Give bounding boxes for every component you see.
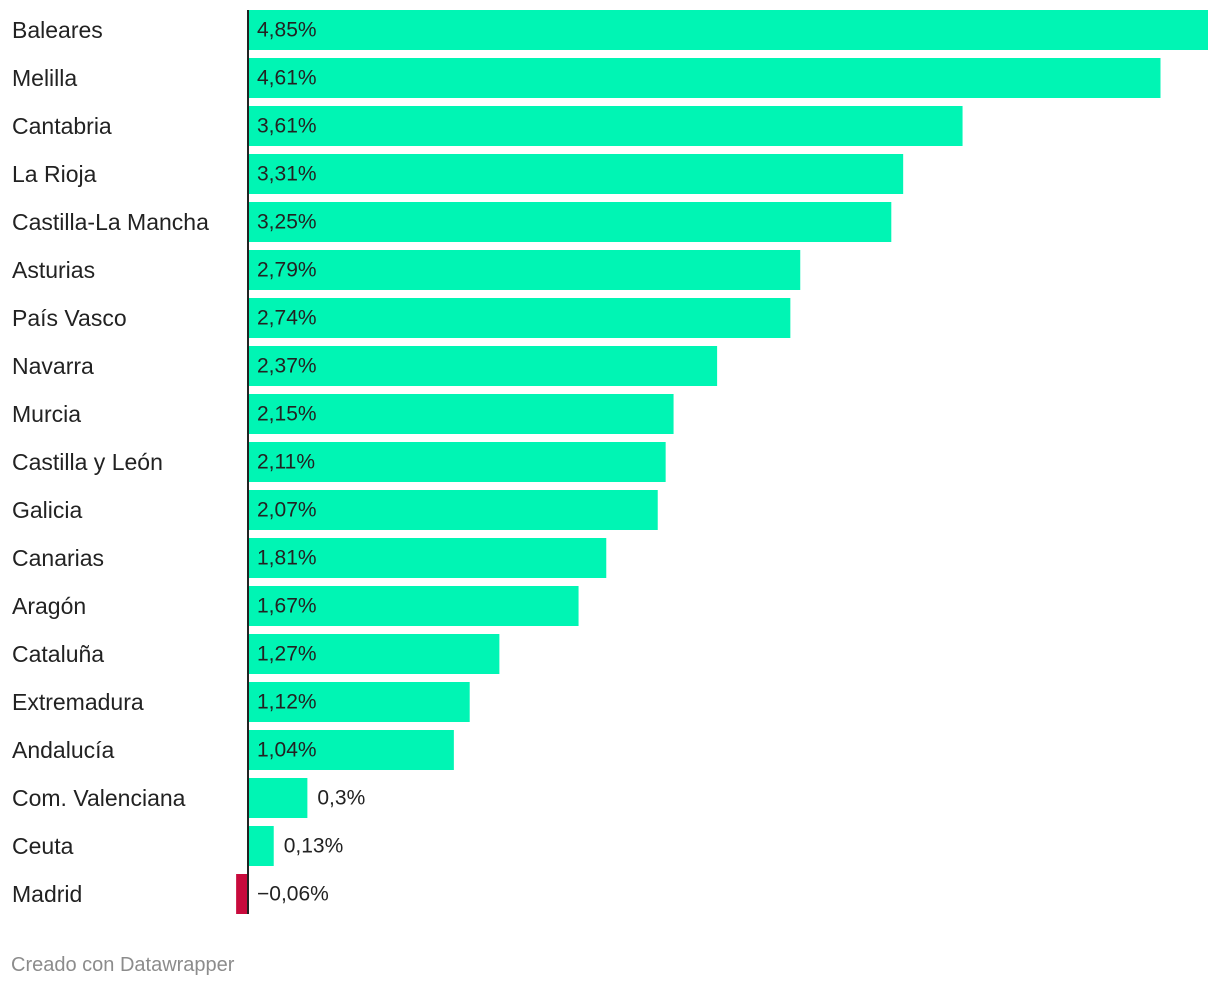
category-label: La Rioja: [12, 161, 97, 187]
category-label: Canarias: [12, 545, 104, 571]
value-label: 2,79%: [257, 259, 317, 282]
value-label: 2,11%: [257, 451, 315, 474]
category-label: Extremadura: [12, 689, 144, 715]
bar: [248, 634, 500, 674]
category-label: Castilla-La Mancha: [12, 209, 209, 235]
category-label: Castilla y León: [12, 449, 163, 475]
category-label: Cataluña: [12, 641, 104, 667]
category-label: Ceuta: [12, 833, 74, 859]
value-label: 0,13%: [284, 835, 344, 858]
bar: [248, 346, 718, 386]
bar: [248, 58, 1161, 98]
bar: [248, 778, 308, 818]
bar: [248, 730, 454, 770]
value-label: 3,31%: [257, 163, 317, 186]
bar-chart: Baleares 4,85% Melilla 4,61% Cantabria 3,61% L…: [12, 10, 1208, 914]
bar: [248, 538, 607, 578]
value-label: −0,06%: [257, 883, 329, 906]
category-label: Baleares: [12, 17, 103, 43]
value-label: 3,25%: [257, 211, 317, 234]
category-label: Murcia: [12, 401, 81, 427]
bar: [248, 154, 904, 194]
category-label: Aragón: [12, 593, 86, 619]
bar: [248, 682, 470, 722]
bar: [248, 298, 791, 338]
category-label: Navarra: [12, 353, 94, 379]
value-label: 2,07%: [257, 499, 317, 522]
category-label: Cantabria: [12, 113, 112, 139]
category-label: Andalucía: [12, 737, 115, 763]
value-label: 1,04%: [257, 739, 317, 762]
category-label: Com. Valenciana: [12, 785, 186, 811]
value-label: 2,74%: [257, 307, 317, 330]
value-label: 1,27%: [257, 643, 317, 666]
category-label: Melilla: [12, 65, 77, 91]
bar: [248, 10, 1208, 50]
value-label: 3,61%: [257, 115, 317, 138]
category-label: Asturias: [12, 257, 95, 283]
credit-footer: Creado con Datawrapper: [11, 954, 235, 976]
category-label: Madrid: [12, 881, 82, 907]
value-label: 4,61%: [257, 67, 317, 90]
category-label: País Vasco: [12, 305, 127, 331]
value-label: 1,67%: [257, 595, 317, 618]
bar: [248, 586, 579, 626]
value-label: 1,81%: [257, 547, 317, 570]
bar: [248, 250, 801, 290]
value-label: 2,15%: [257, 403, 317, 426]
category-label: Galicia: [12, 497, 83, 523]
value-label: 4,85%: [257, 19, 317, 42]
value-label: 2,37%: [257, 355, 317, 378]
bar: [236, 874, 248, 914]
bar: [248, 442, 666, 482]
bar: [248, 826, 274, 866]
bar: [248, 106, 963, 146]
bar: [248, 394, 674, 434]
bar: [248, 202, 892, 242]
value-label: 1,12%: [257, 691, 317, 714]
value-label: 0,3%: [317, 787, 365, 810]
bar: [248, 490, 658, 530]
